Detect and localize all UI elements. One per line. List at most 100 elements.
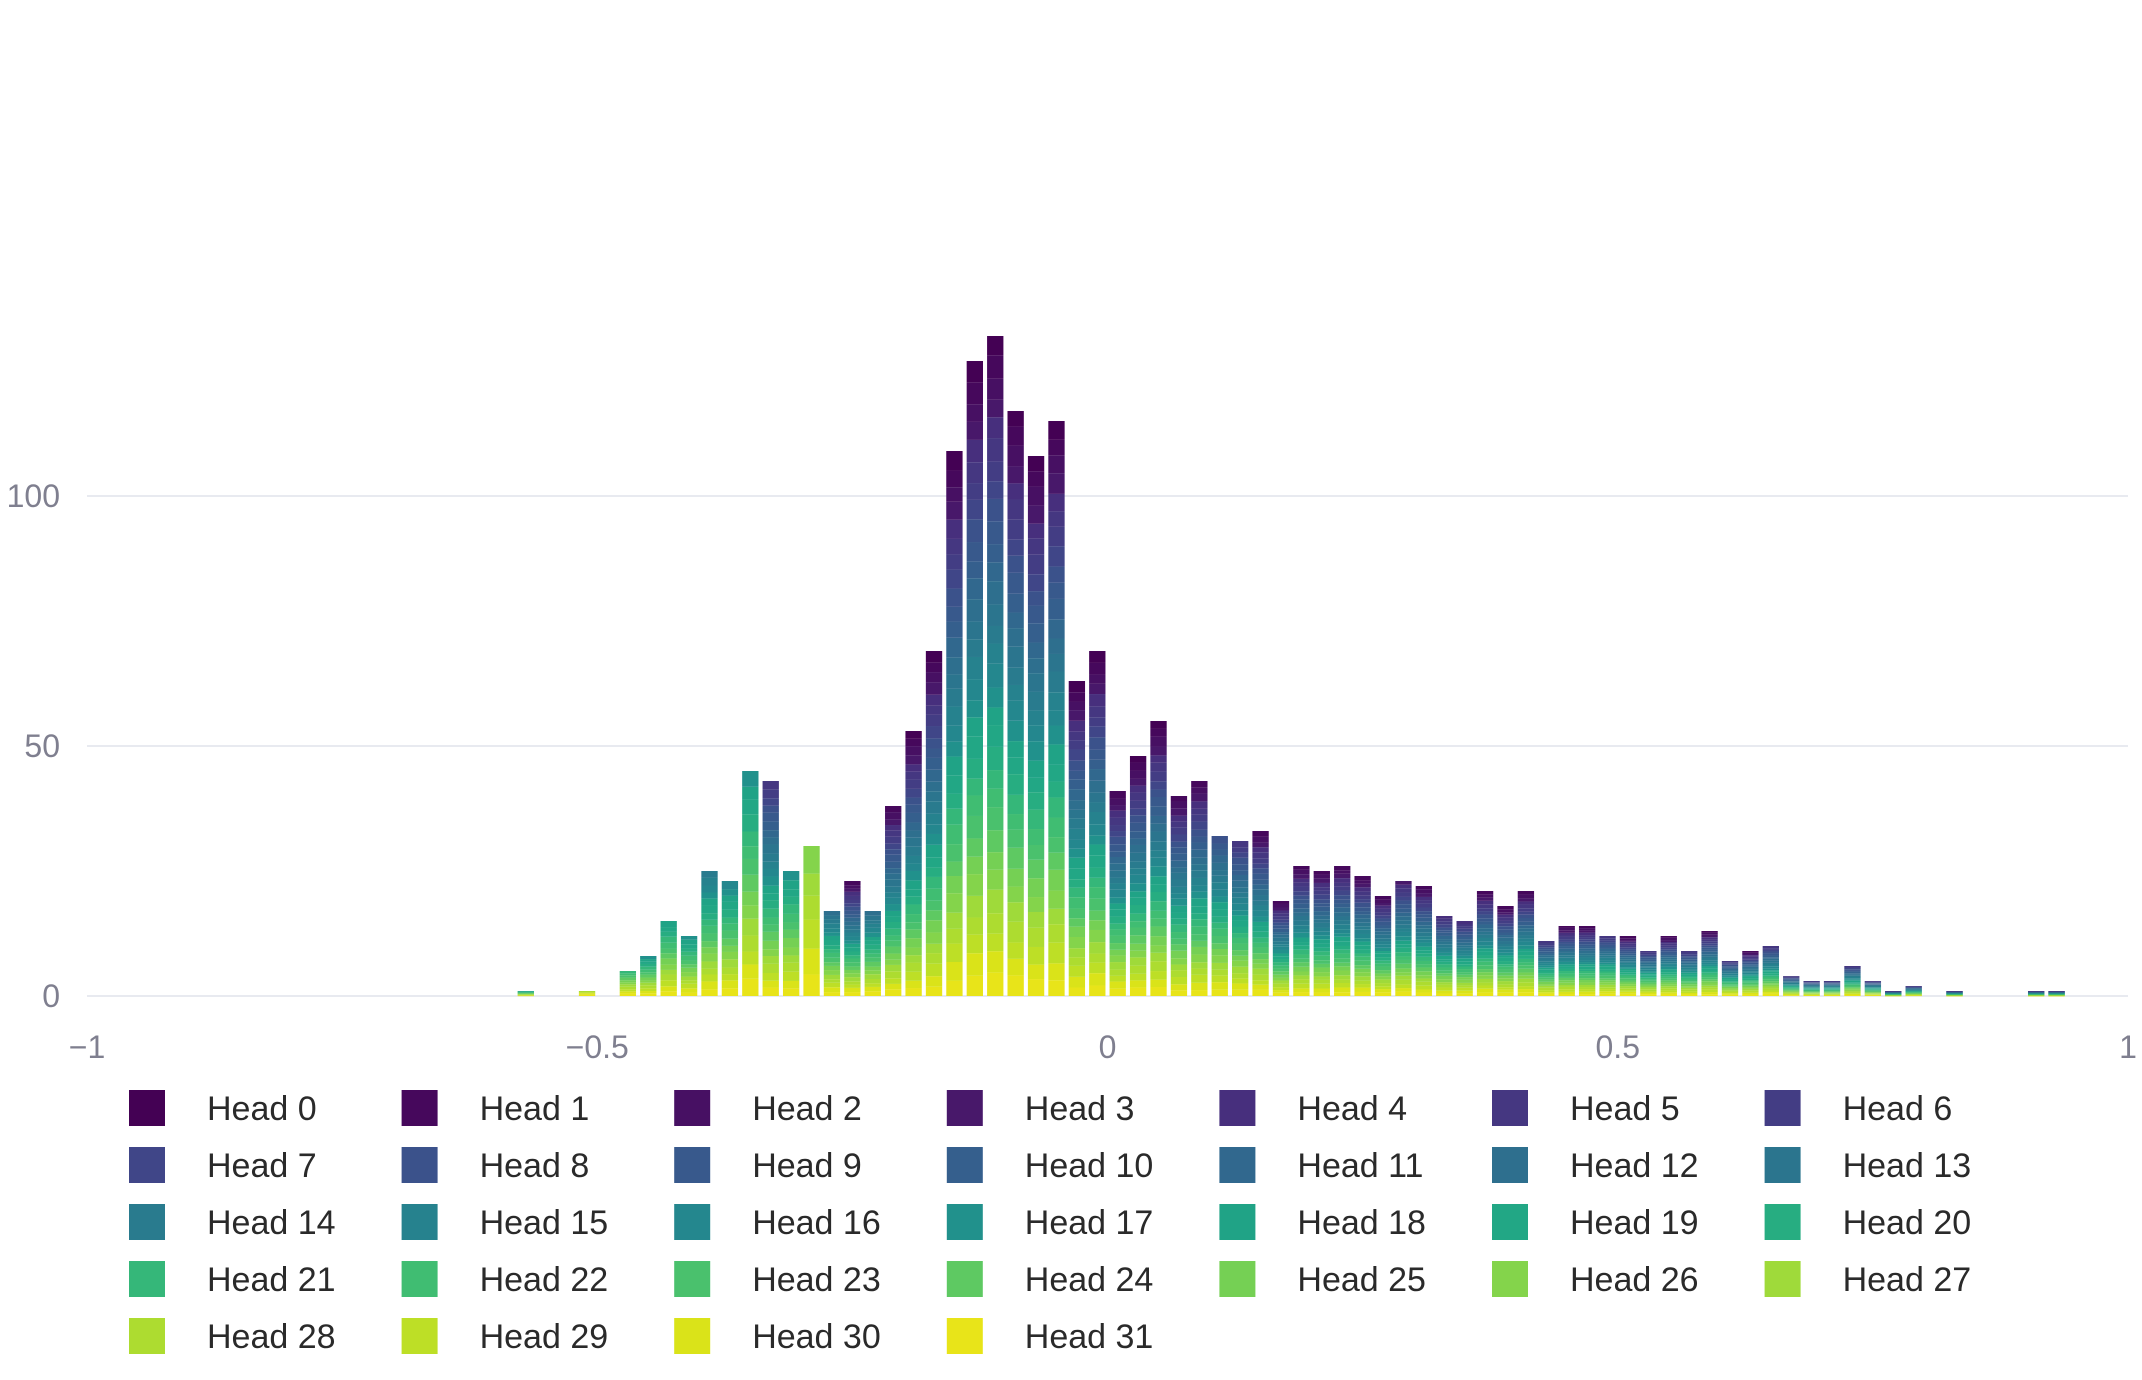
bar-segment-head-15 <box>1170 886 1188 894</box>
bar-segment-head-31 <box>946 980 963 996</box>
bar-segment-head-4 <box>1313 882 1330 888</box>
legend-item[interactable]: Head 19 <box>1492 1204 1699 1242</box>
bar-segment-head-20 <box>1456 964 1473 967</box>
legend-item[interactable]: Head 14 <box>129 1204 336 1242</box>
bar-segment-head-9 <box>1415 914 1433 918</box>
legend-swatch <box>674 1261 711 1297</box>
legend-item[interactable]: Head 15 <box>401 1204 609 1242</box>
bar-segment-head-26 <box>1395 972 1412 976</box>
bar-segment-head-24 <box>864 961 881 967</box>
bar-segment-head-6 <box>1823 981 1841 983</box>
bar-segment-head-15 <box>1313 927 1330 932</box>
bar-segment-head-13 <box>905 837 922 847</box>
bar-segment-head-11 <box>1089 769 1106 781</box>
bar-segment-head-3 <box>1660 940 1677 943</box>
legend-item[interactable]: Head 26 <box>1492 1261 1699 1299</box>
legend-label: Head 14 <box>207 1204 336 1242</box>
legend-item[interactable]: Head 8 <box>401 1147 590 1185</box>
legend-item[interactable]: Head 2 <box>674 1090 862 1128</box>
bar-segment-head-1 <box>1334 866 1351 871</box>
bar-segment-head-20 <box>660 931 677 937</box>
legend-item[interactable]: Head 17 <box>946 1204 1154 1242</box>
legend-item[interactable]: Head 30 <box>674 1318 881 1356</box>
bar-segment-head-11 <box>1640 961 1657 963</box>
bar-segment-head-31 <box>1415 992 1433 996</box>
legend-item[interactable]: Head 18 <box>1219 1204 1426 1242</box>
bar-segment-head-12 <box>1660 957 1677 960</box>
legend-item[interactable]: Head 12 <box>1492 1147 1699 1185</box>
bar-segment-head-30 <box>721 980 739 989</box>
bar-segment-head-6 <box>1558 936 1575 940</box>
bar-segment-head-13 <box>1334 916 1351 921</box>
bar-segment-head-0 <box>1129 756 1147 763</box>
legend-item[interactable]: Head 25 <box>1219 1261 1426 1299</box>
bar-segment-head-23 <box>1354 960 1371 966</box>
bar-segment-head-9 <box>1089 749 1106 760</box>
bar-segment-head-19 <box>721 901 739 910</box>
legend-item[interactable]: Head 0 <box>129 1090 317 1128</box>
legend-item[interactable]: Head 29 <box>401 1318 609 1356</box>
bar-segment-head-25 <box>1681 984 1698 987</box>
bar-segment-head-10 <box>1211 849 1228 856</box>
legend-item[interactable]: Head 4 <box>1219 1090 1407 1128</box>
legend-item[interactable]: Head 23 <box>674 1261 881 1299</box>
bar-segment-head-18 <box>1497 955 1514 958</box>
legend-item[interactable]: Head 3 <box>946 1090 1135 1128</box>
bar-segment-head-31 <box>1762 993 1779 996</box>
bar-segment-head-2 <box>1089 674 1106 684</box>
bar-segment-head-13 <box>1395 920 1412 925</box>
legend-label: Head 23 <box>752 1261 881 1299</box>
bar-segment-head-21 <box>1681 977 1698 980</box>
legend-item[interactable]: Head 28 <box>129 1318 336 1356</box>
bar-segment-head-25 <box>701 947 718 954</box>
legend-item[interactable]: Head 13 <box>1764 1147 1972 1185</box>
bar-segment-head-3 <box>1497 912 1514 915</box>
bar-segment-head-12 <box>1027 658 1045 674</box>
bar-segment-head-25 <box>1313 967 1330 973</box>
legend-item[interactable]: Head 10 <box>946 1147 1154 1185</box>
bar-segment-head-5 <box>1558 934 1575 937</box>
legend-item[interactable]: Head 5 <box>1492 1090 1680 1128</box>
bar-segment-head-24 <box>1048 852 1065 870</box>
bar-segment-head-29 <box>680 983 698 989</box>
legend-item[interactable]: Head 1 <box>401 1090 590 1128</box>
bar-segment-head-24 <box>1762 981 1779 984</box>
legend-item[interactable]: Head 6 <box>1764 1090 1953 1128</box>
bar-segment-head-8 <box>1089 737 1106 750</box>
bar-segment-head-30 <box>1170 984 1188 991</box>
legend-item[interactable]: Head 20 <box>1764 1204 1972 1242</box>
bar-segment-head-19 <box>1068 868 1086 880</box>
legend-item[interactable]: Head 27 <box>1764 1261 1972 1299</box>
bar-segment-head-19 <box>1701 968 1718 971</box>
legend-swatch <box>129 1318 165 1354</box>
bar-segment-head-27 <box>1191 962 1208 969</box>
bar-segment-head-11 <box>1497 935 1514 938</box>
bar-segment-head-15 <box>823 923 841 929</box>
legend-item[interactable]: Head 22 <box>401 1261 609 1299</box>
legend-item[interactable]: Head 9 <box>674 1147 862 1185</box>
legend-item[interactable]: Head 11 <box>1219 1147 1423 1185</box>
bar-segment-head-25 <box>946 876 963 894</box>
bar-segment-head-13 <box>844 925 861 930</box>
bar-segment-head-10 <box>1905 987 1922 989</box>
bar-segment-head-6 <box>1742 958 1759 960</box>
bar-segment-head-12 <box>1415 925 1433 929</box>
bar-segment-head-28 <box>1313 979 1330 984</box>
bar-segment-head-22 <box>1232 937 1249 944</box>
legend-item[interactable]: Head 7 <box>129 1147 317 1185</box>
bar-segment-head-18 <box>925 844 943 858</box>
bar-segment-head-14 <box>1068 818 1086 829</box>
bar-segment-head-29 <box>1170 977 1188 985</box>
bar-segment-head-21 <box>1721 981 1739 983</box>
legend-item[interactable]: Head 31 <box>946 1318 1154 1356</box>
bar-segment-head-25 <box>1476 972 1494 976</box>
legend-item[interactable]: Head 16 <box>674 1204 881 1242</box>
legend-item[interactable]: Head 24 <box>946 1261 1154 1299</box>
bar-segment-head-13 <box>1640 964 1657 967</box>
bar-segment-head-21 <box>1089 877 1106 888</box>
bar-segment-head-18 <box>762 885 779 894</box>
bar-segment-head-18 <box>1436 955 1453 960</box>
legend-item[interactable]: Head 21 <box>129 1261 336 1299</box>
bar-segment-head-4 <box>1578 932 1596 936</box>
legend-label: Head 27 <box>1843 1261 1972 1299</box>
